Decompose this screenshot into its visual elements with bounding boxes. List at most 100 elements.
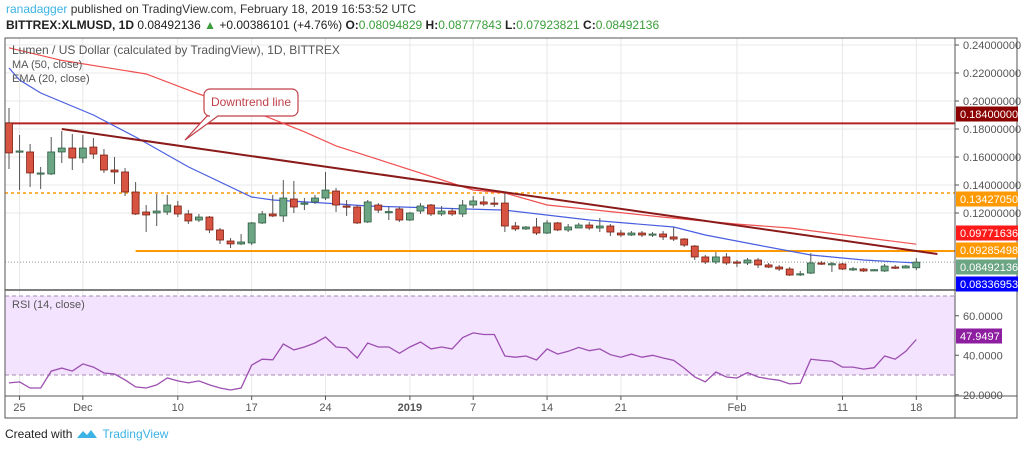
rsi-band: [5, 296, 955, 375]
candle-body-down: [775, 266, 784, 270]
candle-body-up: [321, 189, 330, 199]
candle: [722, 253, 731, 265]
candle-body-up: [469, 200, 478, 206]
candle-body-down: [817, 262, 826, 265]
candle: [237, 234, 246, 246]
up-arrow-icon: ▲: [204, 18, 216, 32]
candle-body-up: [574, 224, 583, 229]
date-label: 11: [837, 402, 848, 414]
candle-body-down: [891, 266, 900, 269]
candle-body-down: [859, 268, 868, 272]
candle-body-up: [870, 269, 878, 272]
candle: [849, 267, 857, 271]
candle-body-up: [627, 232, 636, 236]
candle: [500, 192, 509, 233]
candle-body-down: [205, 216, 214, 231]
candle-body-down: [701, 256, 710, 263]
candle-body-up: [595, 225, 604, 229]
rsi-tick-label: 20.0000: [963, 390, 1003, 402]
price-label-bg: [956, 106, 1018, 122]
candle-body-up: [47, 151, 56, 175]
candle: [796, 270, 805, 276]
candle-body-up: [247, 222, 256, 244]
candle-body-down: [585, 224, 594, 229]
open-label: O:: [345, 18, 359, 32]
date-label: 21: [615, 402, 627, 414]
candle-body-up: [564, 226, 573, 231]
symbol-info: BITTREX:XLMUSD, 1D 0.08492136 ▲ +0.00386…: [6, 18, 659, 32]
candle: [226, 238, 235, 248]
candle: [543, 220, 551, 234]
candle-body-up: [36, 172, 45, 175]
candle-body-down: [216, 229, 224, 241]
candle-body-up: [796, 273, 805, 276]
low-label: L:: [504, 18, 517, 32]
rsi-legend[interactable]: RSI (14, close): [12, 299, 85, 311]
candle: [110, 157, 119, 185]
candle: [342, 199, 351, 216]
candle-body-down: [532, 226, 541, 234]
footer: Created with TradingView: [5, 427, 168, 441]
candle: [870, 269, 878, 272]
candle: [690, 245, 699, 261]
date-label: 17: [246, 402, 258, 414]
price-tick-label: 0.18000000: [963, 124, 1021, 136]
date-label: 10: [172, 402, 184, 414]
tradingview-link[interactable]: TradingView: [102, 427, 169, 441]
candle: [321, 171, 330, 200]
candle: [363, 199, 372, 223]
price-tick-label: 0.14000000: [963, 180, 1021, 192]
candle-body-up: [258, 213, 267, 224]
candle: [638, 231, 646, 237]
candle: [5, 108, 13, 170]
candle-body-down: [173, 205, 182, 215]
price-label-bg: [956, 225, 1018, 241]
candle-body-down: [764, 264, 773, 268]
ma-legend[interactable]: MA (50, close): [12, 59, 82, 71]
candle-body-up: [384, 211, 393, 214]
candle-body-down: [733, 261, 741, 264]
author-link[interactable]: ranadagger: [6, 2, 68, 16]
candle: [754, 257, 762, 269]
candle-body-up: [711, 256, 720, 263]
callout-text: Downtrend line: [211, 95, 291, 109]
candle: [78, 135, 87, 164]
candle-body-down: [89, 146, 98, 155]
candles: [5, 108, 921, 276]
overlay-lines: [5, 47, 955, 391]
candle: [490, 197, 499, 207]
candle-body-down: [754, 259, 762, 266]
candle: [152, 193, 161, 227]
candle-body-up: [437, 210, 446, 215]
candle-body-up: [828, 263, 836, 266]
downtrend-callout[interactable]: Downtrend line: [184, 88, 299, 141]
candle-body-down: [5, 122, 13, 154]
candle-body-up: [458, 204, 467, 215]
candle: [15, 135, 24, 191]
ema-legend[interactable]: EMA (20, close): [12, 73, 90, 85]
candle: [205, 215, 214, 234]
candle-body-up: [806, 262, 815, 274]
candle-body-down: [617, 232, 625, 236]
candle-body-up: [880, 265, 889, 272]
candle-body-down: [553, 222, 562, 231]
price-label-bg: [956, 191, 1018, 207]
candle-body-down: [110, 169, 119, 173]
candle: [279, 179, 288, 222]
candle: [817, 261, 826, 265]
candle: [880, 263, 889, 272]
candle-body-up: [194, 216, 203, 221]
candle-body-up: [237, 241, 246, 245]
candle-body-down: [121, 171, 129, 193]
candle: [448, 207, 457, 216]
rsi-line: [8, 332, 917, 391]
candle: [395, 206, 404, 222]
candle: [891, 264, 900, 269]
candle: [606, 224, 615, 236]
candle: [131, 182, 140, 215]
candle-body-down: [395, 208, 404, 221]
candle: [469, 196, 478, 208]
candle: [912, 258, 921, 271]
price-change: +0.00386101 (+4.76%): [219, 18, 343, 32]
